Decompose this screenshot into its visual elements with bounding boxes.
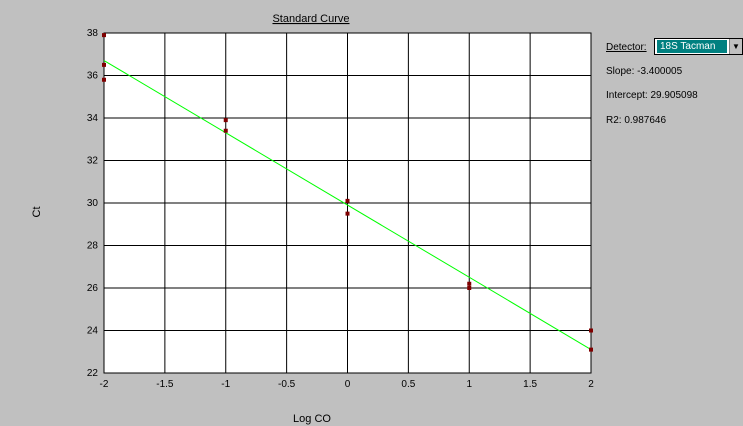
grid [103,32,592,374]
data-point [223,128,228,133]
data-point [589,347,593,352]
fit-line [103,60,592,350]
data-point [345,211,350,216]
slope-text: Slope: -3.400005 [606,66,683,77]
data-point [102,77,106,82]
x-tick-label: -2 [100,379,109,390]
x-tick-label: 2 [588,379,594,390]
r2-text: R2: 0.987646 [606,115,667,126]
detector-dropdown[interactable]: 18S Tacman ▼ [654,38,743,55]
detector-value: 18S Tacman [657,40,727,53]
plot-border [103,32,592,374]
y-tick-label: 36 [87,71,99,82]
y-axis-label: Ct [31,207,43,218]
x-tick-label: -1 [221,379,230,390]
data-point [345,198,350,203]
y-tick-label: 26 [87,283,99,294]
x-tick-label: -1.5 [156,379,174,390]
y-tick-label: 22 [87,368,99,379]
y-axis-ticks: 22 24 26 28 30 32 34 36 38 [87,28,99,379]
data-point [102,62,106,67]
chevron-down-icon[interactable]: ▼ [729,39,742,54]
y-tick-label: 24 [87,326,99,337]
x-tick-label: -0.5 [278,379,296,390]
x-tick-label: 1.5 [523,379,537,390]
y-tick-label: 32 [87,156,99,167]
fit-line-group [103,60,592,350]
chart-title: Standard Curve [272,13,349,25]
x-tick-label: 1 [466,379,472,390]
x-tick-label: 0.5 [401,379,415,390]
x-tick-label: 0 [345,379,351,390]
detector-label: Detector: [606,42,647,53]
y-tick-label: 38 [87,28,99,39]
x-axis-label: Log CO [293,413,331,425]
data-point [467,286,472,290]
intercept-text: Intercept: 29.905098 [606,90,698,101]
data-point [467,281,472,286]
y-tick-label: 30 [87,198,99,209]
x-axis-ticks: -2 -1.5 -1 -0.5 0 0.5 1 1.5 2 [100,379,595,390]
y-tick-label: 34 [87,113,99,124]
data-point [223,118,228,123]
y-tick-label: 28 [87,241,99,252]
data-point [102,33,106,38]
data-points [102,33,593,352]
data-point [589,328,593,333]
